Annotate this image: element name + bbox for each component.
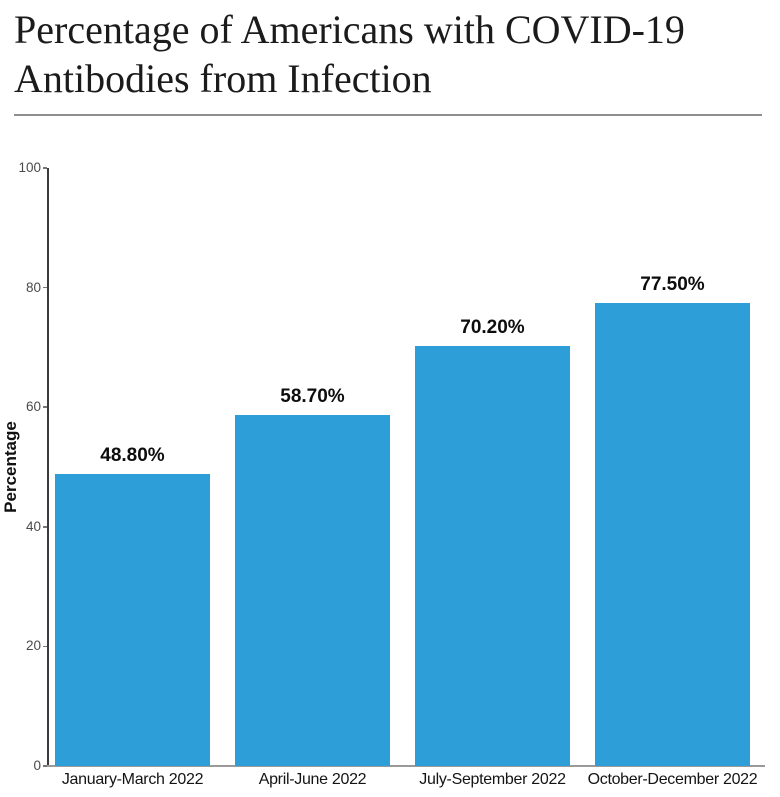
bar-value-label: 70.20% bbox=[460, 317, 525, 339]
y-tick-mark bbox=[43, 526, 47, 528]
y-axis-line bbox=[47, 168, 49, 767]
bar-value-label: 77.50% bbox=[640, 273, 705, 295]
y-tick-mark bbox=[43, 406, 47, 408]
y-tick-mark bbox=[43, 286, 47, 289]
y-tick-label: 60 bbox=[25, 399, 41, 415]
y-tick-label: 20 bbox=[25, 638, 41, 654]
title-divider bbox=[14, 114, 762, 116]
x-tick-label: April-June 2022 bbox=[258, 771, 367, 788]
bar-3 bbox=[415, 346, 570, 766]
y-tick-label: 40 bbox=[25, 518, 41, 534]
y-tick-mark bbox=[43, 645, 47, 648]
bar-4 bbox=[595, 302, 750, 766]
bar-2 bbox=[235, 414, 390, 766]
x-axis-baseline bbox=[44, 765, 765, 767]
x-tick-label: October-December 2022 bbox=[587, 771, 758, 788]
y-axis-title: Percentage bbox=[1, 421, 20, 513]
y-tick-label: 80 bbox=[25, 279, 41, 295]
y-tick-label: 0 bbox=[33, 758, 41, 773]
bar-value-label: 48.80% bbox=[100, 445, 165, 467]
bar-value-label: 58.70% bbox=[280, 385, 345, 407]
y-tick-mark bbox=[43, 167, 47, 169]
y-tick-mark bbox=[43, 765, 47, 767]
chart-title: Percentage of Americans with COVID-19 An… bbox=[14, 7, 685, 101]
bar-1 bbox=[55, 474, 210, 766]
x-tick-label: July-September 2022 bbox=[419, 771, 566, 788]
x-tick-label: January-March 2022 bbox=[61, 771, 204, 788]
y-tick-label: 100 bbox=[18, 160, 41, 175]
